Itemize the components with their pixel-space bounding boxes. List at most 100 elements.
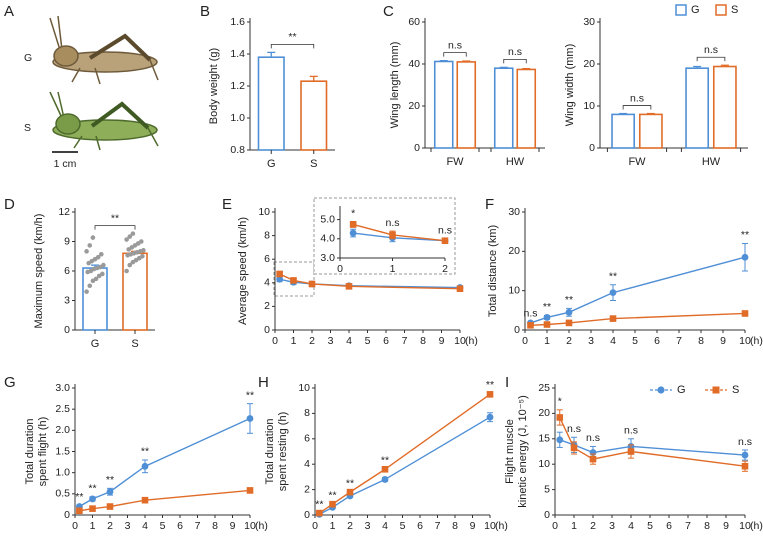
x-tick-label: G xyxy=(267,158,276,170)
legend-label: G xyxy=(691,4,700,16)
marker xyxy=(609,289,617,297)
x-tick-label: 7 xyxy=(685,520,691,532)
y-axis-label: Total distance (km) xyxy=(487,225,499,317)
y-tick-label: 6 xyxy=(304,433,310,445)
marker xyxy=(741,310,749,317)
x-tick-label: 10 xyxy=(454,335,466,347)
group-label: G xyxy=(24,52,32,64)
y-tick-label: 0 xyxy=(514,324,520,336)
x-tick-label: 2 xyxy=(347,520,353,532)
y-tick-label: 4 xyxy=(264,277,270,289)
panel-label: H xyxy=(258,374,269,391)
y-axis-label: spent resting (h) xyxy=(277,412,289,491)
annotation: n.s xyxy=(523,308,537,320)
y-tick-label: 0 xyxy=(589,142,595,154)
scale-bar-label: 1 cm xyxy=(54,158,77,170)
annotation: ** xyxy=(88,483,96,495)
annotation: n.s xyxy=(624,425,638,437)
data-point xyxy=(127,234,133,239)
y-tick-label: 20 xyxy=(408,100,420,112)
group-label: S xyxy=(24,122,31,134)
y-tick-label: 6 xyxy=(264,253,270,265)
legend-label: G xyxy=(677,384,686,396)
bar xyxy=(122,252,148,331)
x-tick-label: 6 xyxy=(654,335,660,347)
x-tick-label: 9 xyxy=(439,335,445,347)
legend-swatch xyxy=(675,4,687,16)
data-point xyxy=(124,268,129,274)
bar xyxy=(712,65,737,149)
y-axis-label: Total duration xyxy=(24,418,36,484)
y-tick-label: 3.0 xyxy=(320,252,335,264)
y-tick-label: 30 xyxy=(583,16,595,28)
marker xyxy=(345,283,353,290)
marker xyxy=(570,444,578,452)
data-point xyxy=(100,271,105,277)
x-tick-label: 6 xyxy=(417,520,423,532)
y-tick-label: 3 xyxy=(64,294,70,306)
annotation: n.s xyxy=(586,432,600,444)
y-tick-label: 30 xyxy=(508,206,520,218)
x-tick-label: FW xyxy=(628,156,646,168)
x-tick-label: 3 xyxy=(365,520,371,532)
y-tick-label: 9 xyxy=(64,235,70,247)
x-tick-label: 6 xyxy=(177,520,183,532)
annotation: ** xyxy=(543,301,551,313)
annotation: n.s xyxy=(508,46,522,58)
annotation: ** xyxy=(609,271,617,283)
y-tick-label: 1.2 xyxy=(230,80,245,92)
bar xyxy=(638,113,663,149)
x-tick-label: 7 xyxy=(402,335,408,347)
legend-label: S xyxy=(732,384,739,396)
data-point xyxy=(140,253,145,259)
x-tick-label: 8 xyxy=(452,520,458,532)
marker xyxy=(246,487,254,494)
x-tick-label: 0 xyxy=(552,520,558,532)
y-tick-label: 8 xyxy=(264,229,270,241)
y-tick-label: 10 xyxy=(298,382,310,394)
y-tick-label: 1.0 xyxy=(230,112,245,124)
y-tick-label: 2 xyxy=(264,300,270,312)
y-tick-label: 15 xyxy=(538,433,550,445)
annotation: * xyxy=(351,207,355,219)
marker xyxy=(349,229,357,237)
chart-panel: D 0 3 6 9 12 Maximum speed (km/h) G S ** xyxy=(4,196,155,350)
x-tick-label: 9 xyxy=(723,520,729,532)
y-axis-label: Wing width (mm) xyxy=(564,44,576,127)
bracket xyxy=(696,56,726,62)
x-tick-label: 2 xyxy=(309,335,315,347)
x-tick-label: 4 xyxy=(346,335,352,347)
x-tick-label: 1 xyxy=(90,520,96,532)
bar xyxy=(456,61,477,149)
bar xyxy=(493,67,514,149)
legend-marker xyxy=(712,386,720,394)
y-tick-label: 0.5 xyxy=(55,488,70,500)
marker xyxy=(556,436,564,444)
annotation: n.s xyxy=(448,39,462,51)
annotation: ** xyxy=(346,477,354,489)
x-tick-label: 10 xyxy=(739,335,751,347)
y-tick-label: 5.0 xyxy=(320,213,335,225)
annotation: n.s xyxy=(738,436,752,448)
bar xyxy=(516,68,537,149)
panel-label: C xyxy=(383,3,394,20)
y-tick-label: 0 xyxy=(64,324,70,336)
y-tick-label: 40 xyxy=(408,58,420,70)
x-unit: (h) xyxy=(495,520,508,532)
x-tick-label: 8 xyxy=(704,520,710,532)
x-tick-label: 4 xyxy=(142,520,148,532)
data-point xyxy=(124,237,129,242)
x-tick-label: 10 xyxy=(484,520,496,532)
marker xyxy=(89,495,96,503)
y-axis-label: Body weight (g) xyxy=(208,48,220,124)
y-tick-label: 2.5 xyxy=(55,403,70,415)
marker xyxy=(589,455,597,463)
data-point xyxy=(101,262,106,268)
x-tick-label: HW xyxy=(702,156,721,168)
marker xyxy=(346,488,354,496)
y-tick-label: 4 xyxy=(304,458,310,470)
x-tick-label: 8 xyxy=(698,335,704,347)
